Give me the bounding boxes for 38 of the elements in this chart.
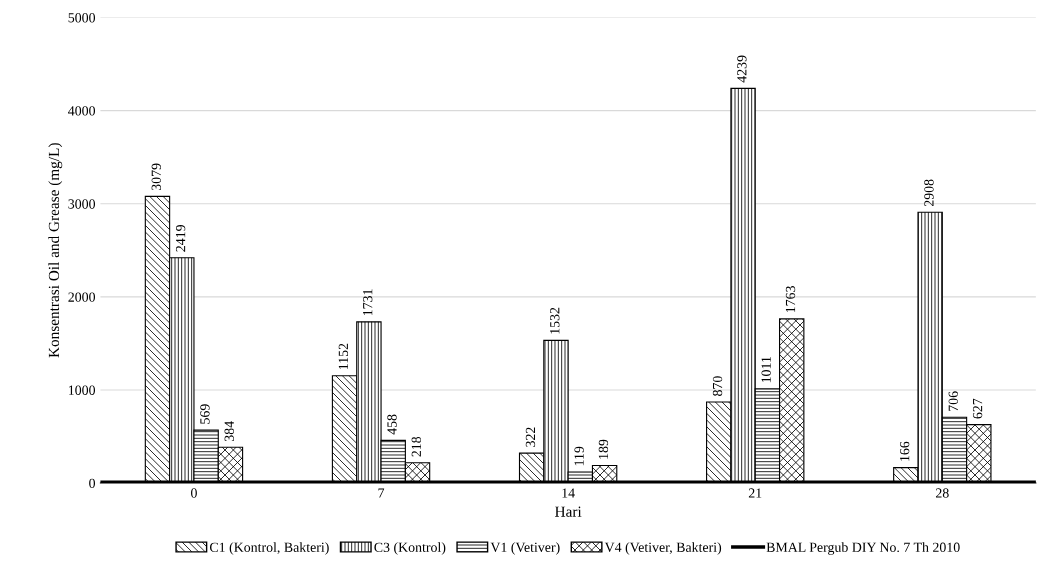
data-label: 627 <box>972 398 983 419</box>
y-tick-label: 2000 <box>68 292 96 302</box>
data-label: 119 <box>574 446 584 466</box>
data-label: 458 <box>387 414 397 435</box>
legend-label: V1 (Vetiver) <box>490 542 560 555</box>
data-label: 706 <box>948 391 958 411</box>
data-label: 1532 <box>550 307 560 334</box>
x-tick-label: 7 <box>378 488 385 498</box>
data-label: 2419 <box>175 225 186 252</box>
data-label: 218 <box>411 436 422 457</box>
x-tick-label: 28 <box>935 488 949 498</box>
data-label: 1152 <box>338 343 349 370</box>
data-label: 2908 <box>924 179 934 207</box>
y-tick-label: 1000 <box>69 385 96 395</box>
data-label: 1011 <box>761 356 771 383</box>
y-tick-label: 4000 <box>68 106 96 116</box>
data-label: 1731 <box>363 289 373 316</box>
legend-label: C1 (Kontrol, Bakteri) <box>209 542 329 555</box>
x-axis-title: Hari <box>555 506 582 517</box>
y-tick-label: 5000 <box>68 13 96 23</box>
x-tick-label: 14 <box>562 488 575 498</box>
x-tick-label: 0 <box>191 488 197 498</box>
data-label: 4239 <box>737 55 747 83</box>
legend-label: V4 (Vetiver, Bakteri) <box>604 542 722 555</box>
data-label: 870 <box>712 376 723 396</box>
y-axis-title: Konsentrasi Oil and Grease (mg/L) <box>48 143 63 358</box>
legend-label: BMAL Pergub DIY No. 7 Th 2010 <box>766 542 960 555</box>
data-label: 3079 <box>151 163 161 191</box>
data-label: 384 <box>224 421 234 442</box>
data-label: 189 <box>598 439 609 459</box>
data-label: 569 <box>200 404 210 424</box>
data-label: 166 <box>899 441 910 461</box>
x-tick-label: 21 <box>748 488 762 498</box>
y-tick-label: 0 <box>89 478 96 489</box>
y-tick-label: 3000 <box>68 199 96 209</box>
legend-label: C3 (Kontrol) <box>374 542 446 555</box>
data-label: 322 <box>525 427 536 447</box>
data-label: 1763 <box>785 286 796 313</box>
